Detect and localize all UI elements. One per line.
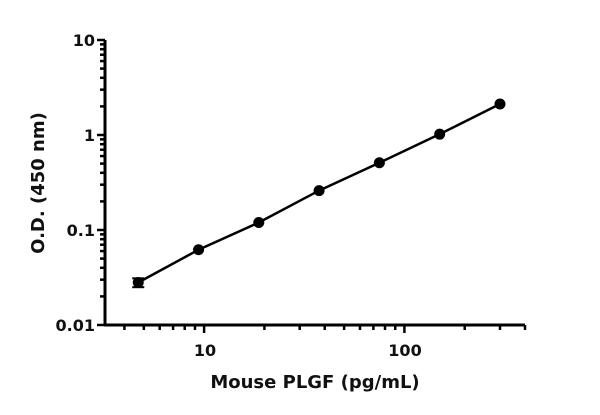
x-tick-label-100: 100 (388, 341, 421, 360)
axes (97, 38, 527, 333)
data-point (373, 157, 385, 169)
data-point (434, 128, 446, 140)
y-tick-label-10: 10 (73, 31, 95, 50)
data-point (193, 244, 205, 256)
data-point (253, 216, 265, 228)
y-tick-label-1: 1 (84, 126, 95, 145)
x-axis-title: Mouse PLGF (pg/mL) (210, 372, 419, 393)
y-tick-label-0.01: 0.01 (56, 316, 95, 335)
data-point (132, 277, 144, 289)
x-tick-label-10: 10 (194, 341, 216, 360)
data-point (494, 98, 506, 110)
y-axis-title: O.D. (450 nm) (28, 112, 49, 254)
data-marks (132, 98, 506, 289)
data-point (313, 185, 325, 197)
y-tick-label-0.1: 0.1 (67, 221, 95, 240)
